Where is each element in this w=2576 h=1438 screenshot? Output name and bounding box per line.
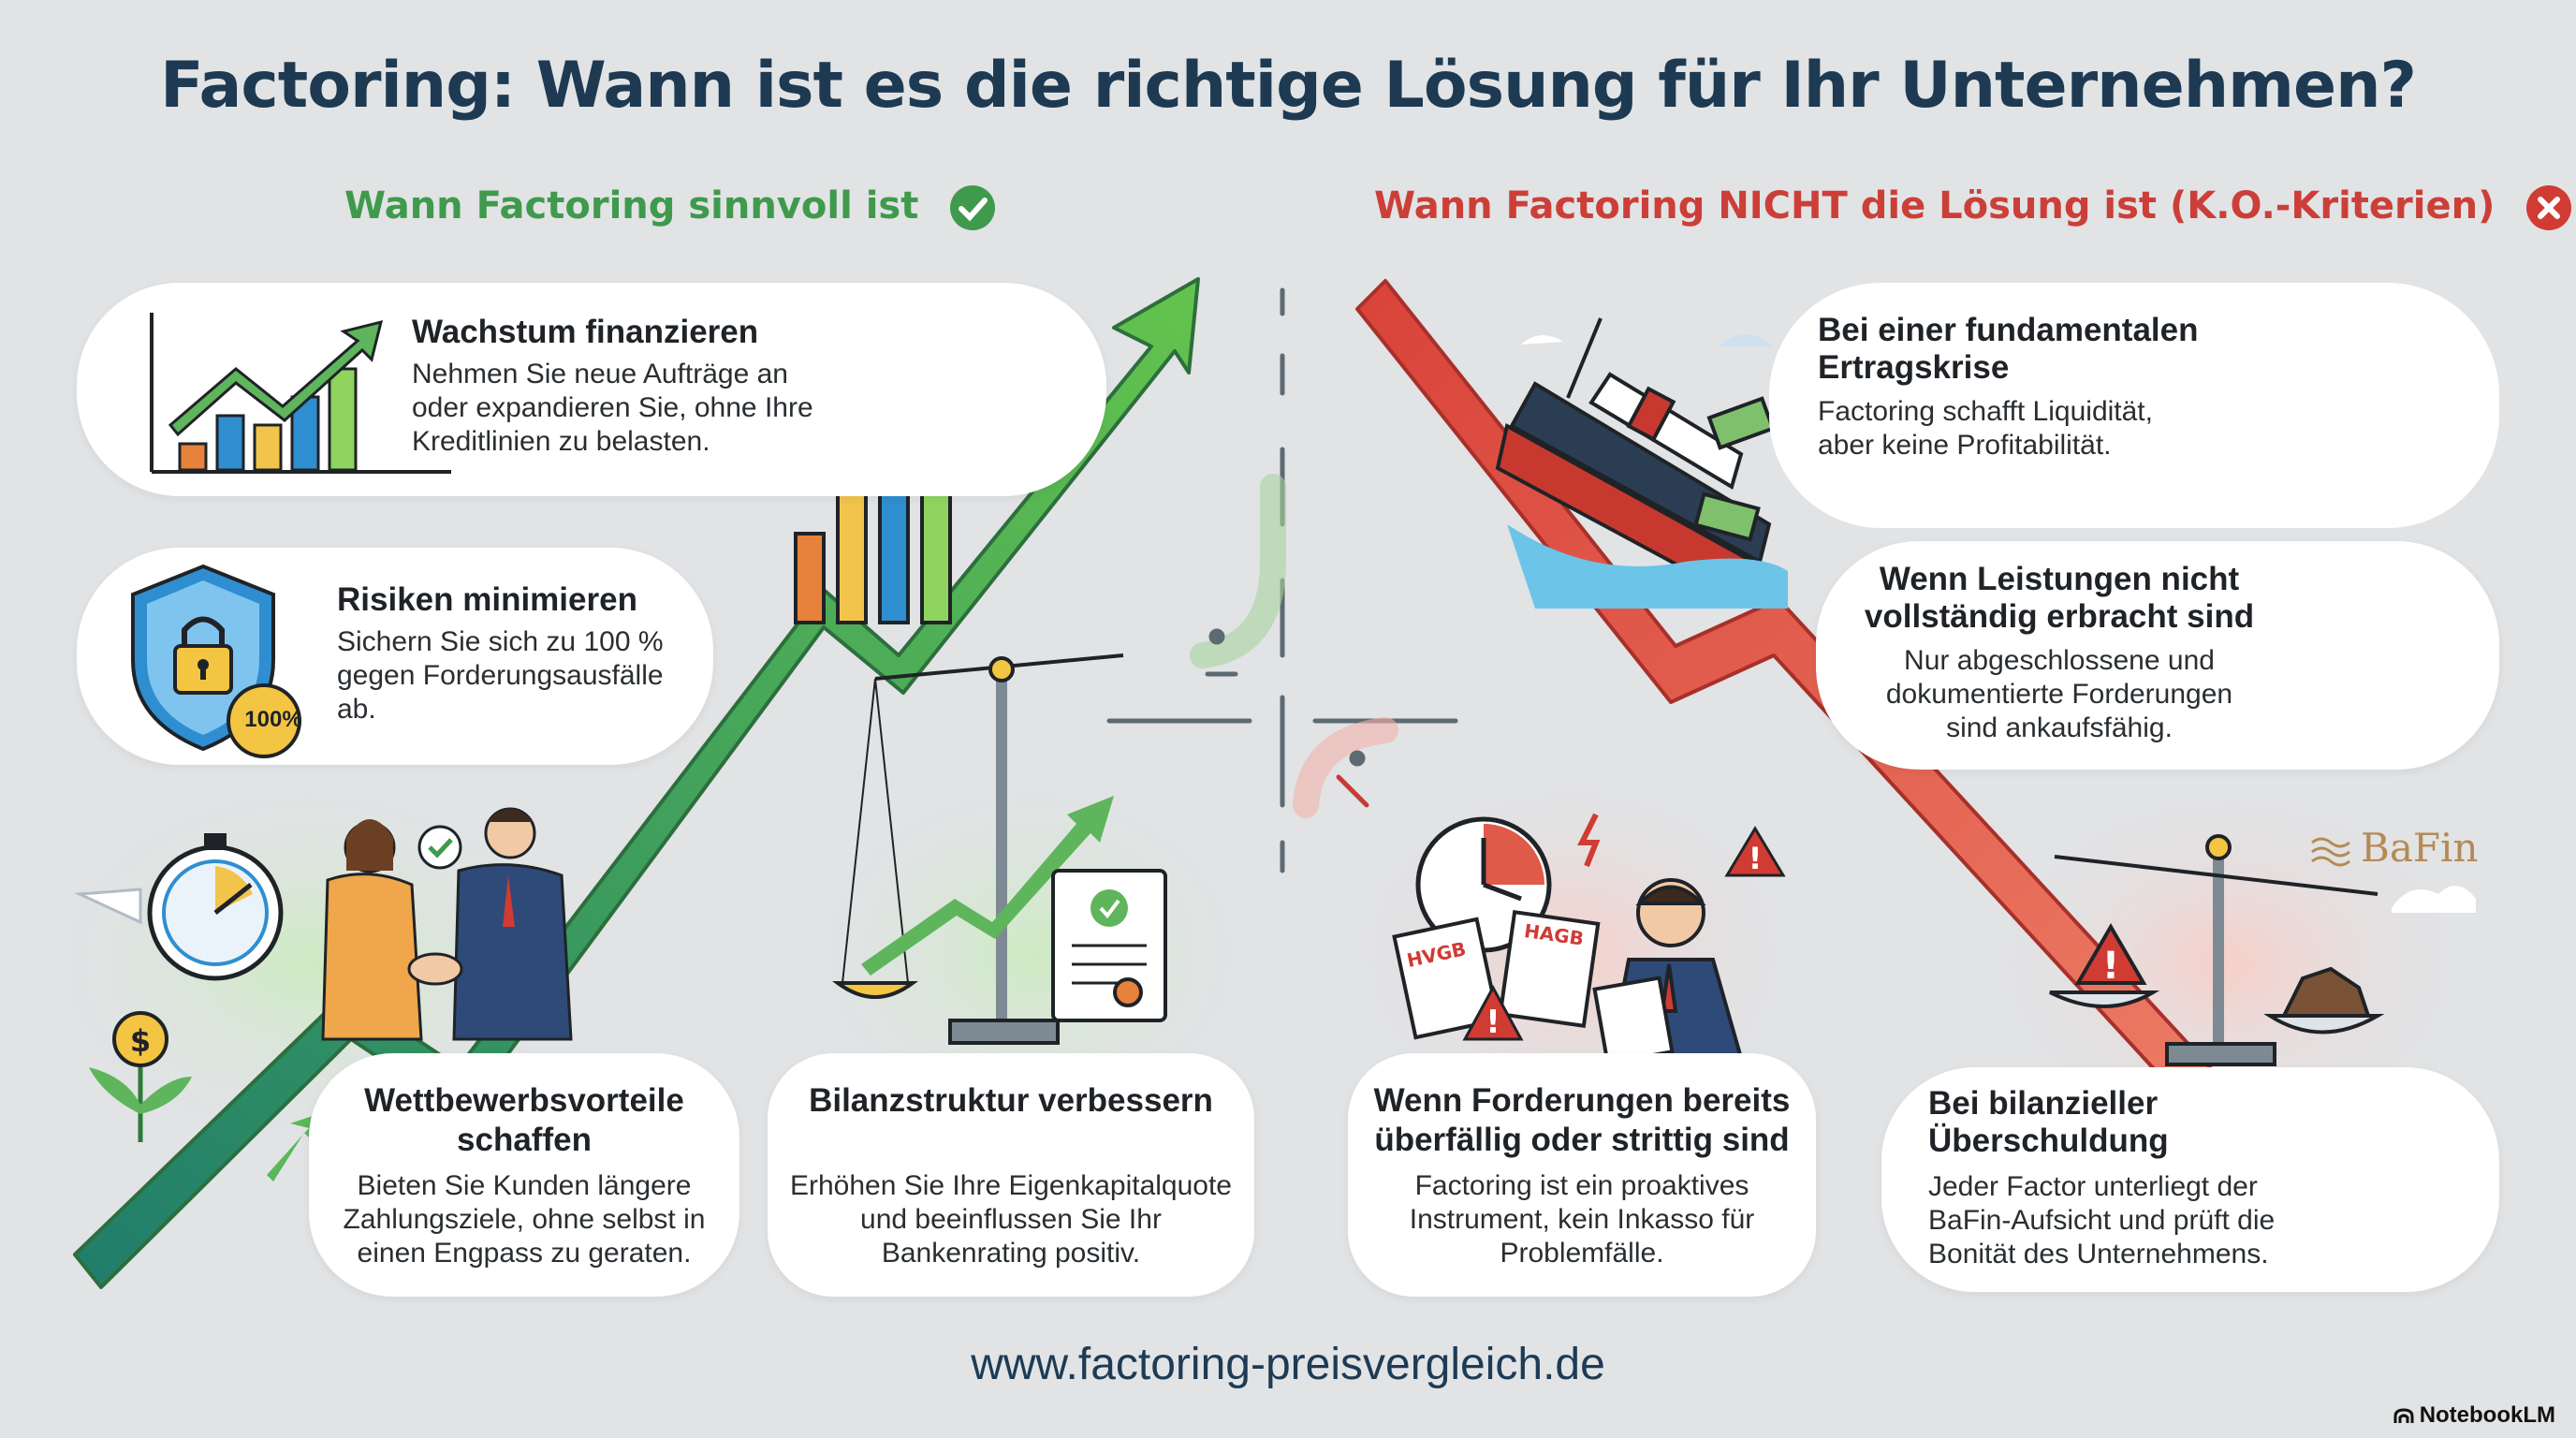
sinking-ship-icon	[1495, 317, 1788, 609]
overdue-title-1: Wenn Forderungen bereits	[1373, 1082, 1791, 1119]
growth-line-2: oder expandieren Sie, ohne Ihre	[412, 392, 813, 423]
crisis-title-1: Bei einer fundamentalen	[1818, 312, 2199, 348]
balance-line-3: Bankenrating positiv.	[881, 1238, 1141, 1269]
brand-label: NotebookLM	[2419, 1402, 2555, 1428]
notebooklm-logo-icon	[2393, 1408, 2414, 1423]
risk-line-2: gegen Forderungsausfälle	[337, 660, 664, 691]
overindebted-line-1: Jeder Factor unterliegt der	[1928, 1171, 2258, 1202]
100-percent-badge: 100%	[244, 707, 302, 732]
bad-section-label: Wann Factoring NICHT die Lösung ist (K.O…	[1374, 184, 2496, 227]
competition-line-2: Zahlungsziele, ohne selbst in	[343, 1204, 706, 1235]
shield-lock-icon	[131, 564, 301, 758]
overdue-line-3: Problemfälle.	[1500, 1238, 1664, 1269]
growth-line-3: Kreditlinien zu belasten.	[412, 426, 710, 457]
risk-title: Risiken minimieren	[337, 581, 637, 618]
svg-text:!: !	[1749, 841, 1763, 876]
crisis-line-1: Factoring schafft Liquidität,	[1818, 396, 2153, 427]
overindebted-line-2: BaFin-Aufsicht und prüft die	[1928, 1205, 2276, 1236]
notebooklm-brand: NotebookLM	[2393, 1402, 2555, 1429]
stopwatch-icon	[74, 833, 284, 981]
card-services: Wenn Leistungen nicht vollständig erbrac…	[1816, 541, 2499, 770]
overindebted-title-1: Bei bilanzieller	[1928, 1085, 2159, 1122]
balance-scale-icon	[831, 653, 1167, 1045]
bafin-logo-icon	[2311, 837, 2350, 867]
bafin-label: BaFin	[2361, 825, 2479, 871]
coin-plant-icon: $	[89, 1011, 192, 1142]
good-section-label: Wann Factoring sinnvoll ist	[344, 184, 919, 227]
card-growth: Wachstum finanzieren Nehmen Sie neue Auf…	[77, 283, 1106, 496]
overdue-title-2: überfällig oder strittig sind	[1374, 1122, 1790, 1158]
balance-title: Bilanzstruktur verbessern	[809, 1082, 1213, 1119]
svg-text:!: !	[2102, 945, 2119, 988]
svg-text:!: !	[1486, 1004, 1500, 1041]
services-line-2: dokumentierte Forderungen	[1885, 679, 2233, 710]
growth-line-1: Nehmen Sie neue Aufträge an	[412, 359, 788, 389]
crisis-line-2: aber keine Profitabilität.	[1818, 430, 2112, 461]
balance-line-1: Erhöhen Sie Ihre Eigenkapitalquote	[789, 1170, 1232, 1201]
page-title: Factoring: Wann ist es die richtige Lösu…	[160, 49, 2417, 123]
card-overindebted: Bei bilanzieller Überschuldung Jeder Fac…	[1881, 1067, 2499, 1292]
website-url[interactable]: www.factoring-preisvergleich.de	[971, 1340, 1605, 1389]
overdue-line-2: Instrument, kein Inkasso für	[1409, 1204, 1755, 1235]
risk-line-3: ab.	[337, 694, 376, 725]
services-title-1: Wenn Leistungen nicht	[1879, 561, 2240, 597]
good-section-heading: Wann Factoring sinnvoll ist	[344, 183, 997, 232]
competition-line-1: Bieten Sie Kunden längere	[357, 1170, 692, 1201]
svg-text:$: $	[130, 1023, 151, 1059]
services-line-3: sind ankaufsfähig.	[1946, 712, 2173, 743]
competition-line-3: einen Engpass zu geraten.	[357, 1238, 692, 1269]
card-overdue: Wenn Forderungen bereits überfällig oder…	[1348, 1053, 1816, 1297]
competition-title-1: Wettbewerbsvorteile	[364, 1082, 684, 1119]
balance-line-2: und beeinflussen Sie Ihr	[860, 1204, 1162, 1235]
risk-line-1: Sichern Sie sich zu 100 %	[337, 626, 664, 657]
warning-icon: ! !	[1462, 813, 1786, 1041]
overdue-line-1: Factoring ist ein proaktives	[1414, 1170, 1749, 1201]
balance-scale-bad-icon: !	[2049, 834, 2385, 1066]
bad-section-heading: Wann Factoring NICHT die Lösung ist (K.O…	[1374, 183, 2573, 232]
services-title-2: vollständig erbracht sind	[1864, 598, 2255, 635]
growth-title: Wachstum finanzieren	[412, 314, 759, 350]
growth-chart-icon	[150, 313, 451, 474]
services-line-1: Nur abgeschlossene und	[1904, 645, 2215, 676]
center-divider	[1106, 287, 1458, 873]
check-circle-icon	[950, 185, 996, 230]
card-balance: Bilanzstruktur verbessern Erhöhen Sie Ih…	[768, 1053, 1254, 1297]
competition-title-2: schaffen	[457, 1122, 592, 1158]
card-risk: 100% Risiken minimieren Sichern Sie sich…	[77, 548, 713, 765]
angry-businessman-icon	[1592, 878, 1744, 1065]
overdue-documents-icon: HVGB HAGB	[1392, 910, 1601, 1040]
card-crisis: Bei einer fundamentalen Ertragskrise Fac…	[1460, 283, 2499, 528]
cross-circle-icon	[2526, 185, 2572, 230]
card-competition: Wettbewerbsvorteile schaffen Bieten Sie …	[309, 1053, 739, 1297]
overindebted-line-3: Bonität des Unternehmens.	[1928, 1239, 2269, 1269]
overindebted-title-2: Überschuldung	[1928, 1123, 2169, 1159]
crisis-title-2: Ertragskrise	[1818, 349, 2010, 386]
handshake-icon	[321, 807, 573, 1041]
